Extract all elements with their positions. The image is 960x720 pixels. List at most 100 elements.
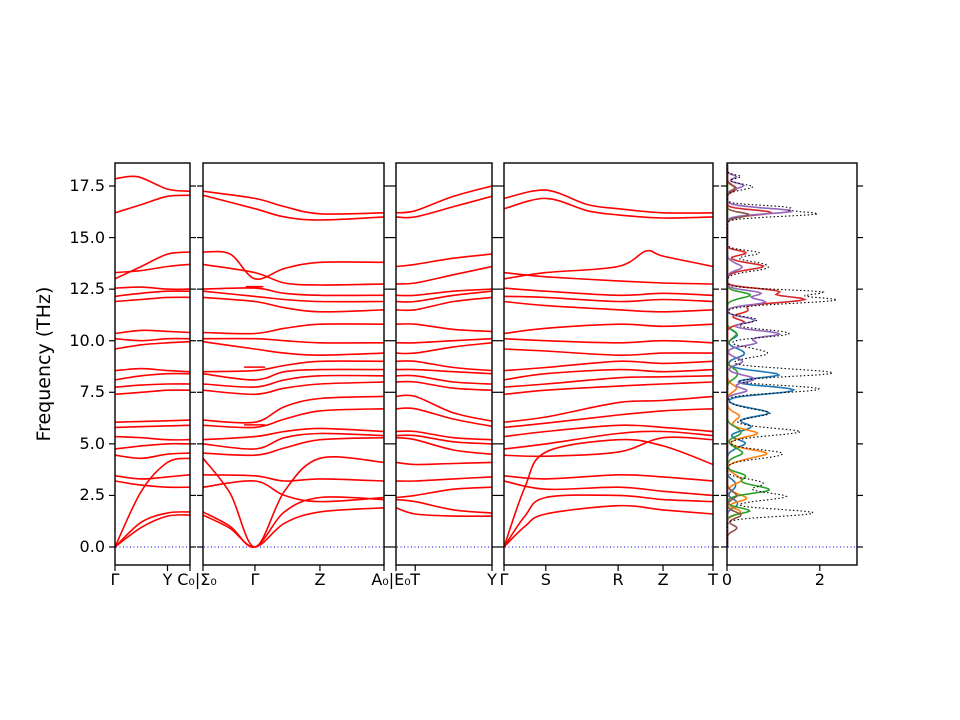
- x-tick-label: R: [612, 570, 624, 589]
- phonon-band: [115, 452, 190, 460]
- phonon-band: [504, 271, 713, 285]
- phonon-band: [396, 430, 492, 441]
- phonon-band: [203, 290, 384, 303]
- x-tick-label: Γ: [110, 570, 120, 589]
- phonon-band: [504, 504, 713, 548]
- phonon-band: [504, 337, 713, 344]
- phonon-band: [203, 480, 384, 503]
- phonon-band: [504, 368, 713, 381]
- phonon-band: [115, 419, 190, 423]
- phonon-band: [396, 296, 492, 312]
- phonon-band: [396, 185, 492, 214]
- x-tick-label: T: [708, 570, 718, 589]
- phonon-band: [396, 368, 492, 375]
- phonon-band: [396, 374, 492, 385]
- x-tick-label: Z: [314, 570, 326, 589]
- phonon-band: [203, 408, 384, 429]
- dos-curve-total: [727, 164, 838, 547]
- dos-x-tick-label: 2: [814, 570, 825, 589]
- phonon-band: [396, 342, 492, 355]
- phonon-band: [396, 265, 492, 285]
- dos-x-tick-label: 0: [721, 570, 733, 589]
- x-tick-label: Y: [487, 570, 497, 589]
- phonon-band: [504, 381, 713, 396]
- phonon-band: [396, 380, 492, 391]
- x-tick-label: Γ: [499, 570, 509, 589]
- phonon-band: [115, 194, 190, 214]
- bands-group: [115, 175, 190, 548]
- bands-group: [396, 185, 492, 518]
- phonon-band: [203, 340, 384, 357]
- panel-frame: [503, 162, 714, 566]
- panel-frame: [202, 162, 385, 566]
- phonon-band: [504, 430, 713, 450]
- phonon-band: [504, 473, 713, 482]
- band-panel-3: [390, 162, 498, 571]
- phonon-band: [115, 340, 190, 350]
- phonon-band: [115, 286, 190, 291]
- phonon-band: [396, 498, 492, 514]
- phonon-band: [396, 407, 492, 428]
- phonon-band: [115, 329, 190, 335]
- phonon-band: [504, 436, 713, 458]
- x-tick-label: A₀|E₀: [371, 570, 411, 589]
- phonon-band: [504, 323, 713, 335]
- bands-group: [203, 190, 384, 548]
- band-panel-4: [498, 162, 719, 571]
- y-tick-label: 12.5: [69, 279, 105, 299]
- dos-curves-group: [727, 164, 838, 547]
- phonon-band: [115, 290, 190, 298]
- phonon-band: [396, 323, 492, 333]
- x-tick-label: C₀|Σ₀: [177, 570, 217, 589]
- phonon-band: [504, 287, 713, 297]
- phonon-band: [115, 442, 190, 450]
- panel-frame: [395, 162, 493, 566]
- phonon-band: [203, 427, 384, 441]
- phonon-band: [203, 190, 384, 215]
- phonon-band: [504, 375, 713, 388]
- phonon-band: [396, 434, 492, 445]
- phonon-band: [203, 194, 384, 221]
- phonon-band: [203, 374, 384, 388]
- phonon-band: [203, 368, 384, 381]
- phonon-band: [396, 195, 492, 219]
- phonon-band: [203, 432, 384, 450]
- phonon-band: [203, 474, 384, 482]
- phonon-band: [115, 474, 190, 480]
- phonon-band: [203, 381, 384, 396]
- phonon-band: [396, 486, 492, 499]
- panel-frame: [726, 162, 858, 566]
- phonon-band: [504, 189, 713, 214]
- phonon-band: [396, 507, 492, 518]
- phonon-band: [203, 456, 384, 548]
- phonon-band: [115, 251, 190, 280]
- phonon-band: [203, 296, 384, 313]
- panel-frame: [114, 162, 191, 566]
- phonon-band: [396, 360, 492, 372]
- phonon-band: [203, 496, 384, 548]
- dos-panel: [721, 162, 863, 571]
- phonon-band: [504, 424, 713, 438]
- phonon-band: [396, 290, 492, 303]
- phonon-band: [203, 360, 384, 373]
- phonon-band: [504, 295, 713, 303]
- bands-group: [504, 189, 713, 548]
- phonon-band: [115, 175, 190, 192]
- y-tick-label: 10.0: [69, 330, 105, 350]
- phonon-band: [396, 337, 492, 344]
- phonon-band: [115, 337, 190, 342]
- phonon-band: [396, 476, 492, 482]
- phonon-band: [396, 253, 492, 268]
- dos-curve-pdos-4: [727, 164, 808, 547]
- y-tick-label: 5.0: [79, 433, 105, 453]
- phonon-band: [203, 250, 384, 280]
- phonon-band: [504, 249, 713, 280]
- phonon-band: [504, 360, 713, 372]
- phonon-band: [115, 514, 190, 548]
- phonon-band: [203, 287, 384, 297]
- phonon-band: [203, 395, 384, 424]
- phonon-band: [115, 372, 190, 381]
- phonon-band: [396, 461, 492, 466]
